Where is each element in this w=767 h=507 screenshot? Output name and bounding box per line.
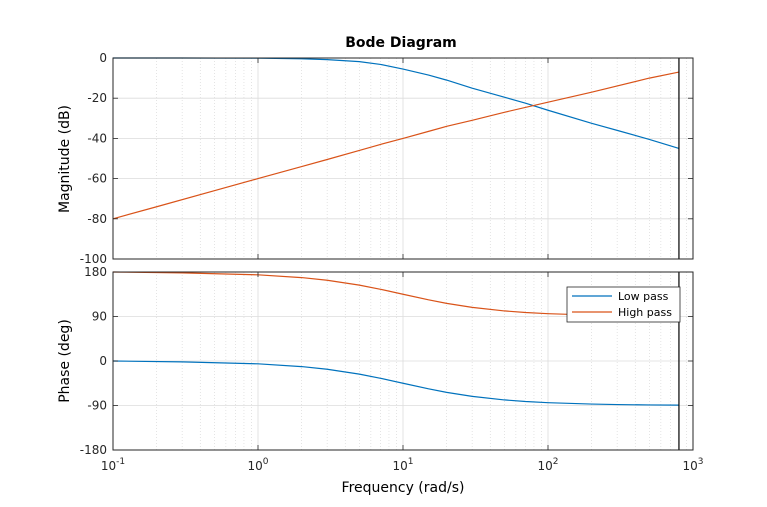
y-tick-label: -100 (80, 252, 107, 266)
phase-y-axis-label: Phase (deg) (57, 319, 73, 403)
x-tick-label: 102 (537, 457, 558, 473)
y-tick-label: 90 (92, 310, 107, 324)
legend: Low pass High pass (566, 286, 681, 323)
x-tick-label: 101 (392, 457, 413, 473)
x-tick-label: 103 (682, 457, 703, 473)
x-tick-label: 10-1 (101, 457, 125, 473)
legend-label-low-pass: Low pass (618, 290, 669, 303)
y-tick-label: -60 (87, 172, 107, 186)
x-axis-label: Frequency (rad/s) (342, 480, 465, 496)
magnitude-series (112, 57, 680, 259)
magnitude-y-axis-label: Magnitude (dB) (57, 105, 73, 213)
magnitude-y-ticks: 0 -20 -40 -60 -80 -100 (80, 51, 694, 266)
y-tick-label: -80 (87, 212, 107, 226)
y-tick-label: 180 (84, 265, 107, 279)
legend-box (566, 286, 681, 323)
chart-title: Bode Diagram (345, 35, 457, 51)
magnitude-panel: 0 -20 -40 -60 -80 -100 Magnitude (dB) (57, 51, 694, 266)
series-line-high-pass (112, 71, 680, 220)
series-line-low-pass (112, 360, 679, 406)
y-tick-label: -90 (87, 399, 107, 413)
y-tick-label: -20 (87, 91, 107, 105)
phase-panel: 180 90 0 -90 -180 Phase (deg) Low pass High … (57, 265, 694, 457)
series-line-low-pass (113, 57, 680, 150)
y-tick-label: -40 (87, 131, 107, 145)
legend-label-high-pass: High pass (618, 306, 672, 319)
y-tick-label: 0 (99, 354, 107, 368)
x-tick-labels: 10-1 100 101 102 103 (101, 457, 704, 473)
y-tick-label: -180 (80, 443, 107, 457)
x-tick-label: 100 (247, 457, 268, 473)
phase-y-ticks: 180 90 0 -90 -180 (80, 265, 694, 457)
y-tick-label: 0 (99, 51, 107, 65)
